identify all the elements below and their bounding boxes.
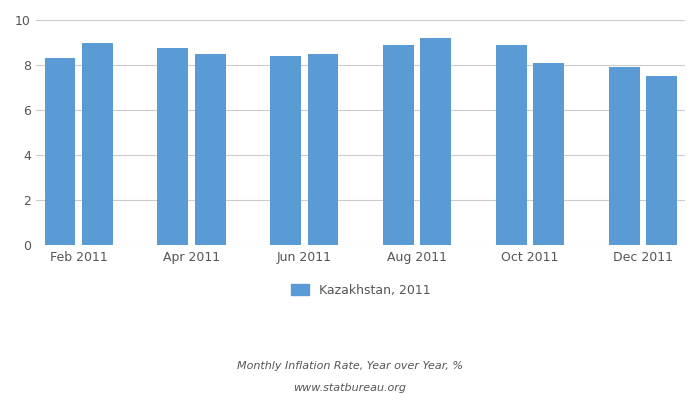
Text: Monthly Inflation Rate, Year over Year, %: Monthly Inflation Rate, Year over Year, … (237, 361, 463, 371)
Bar (158, 48, 188, 245)
Bar (421, 38, 452, 245)
Bar (383, 45, 414, 245)
Bar (609, 67, 640, 245)
Text: www.statbureau.org: www.statbureau.org (293, 383, 407, 393)
Legend: Kazakhstan, 2011: Kazakhstan, 2011 (286, 279, 436, 302)
Bar (270, 56, 301, 245)
Bar (533, 63, 564, 245)
Bar (82, 42, 113, 245)
Bar (45, 58, 76, 245)
Bar (195, 54, 225, 245)
Bar (646, 76, 677, 245)
Bar (496, 45, 526, 245)
Bar (307, 54, 338, 245)
